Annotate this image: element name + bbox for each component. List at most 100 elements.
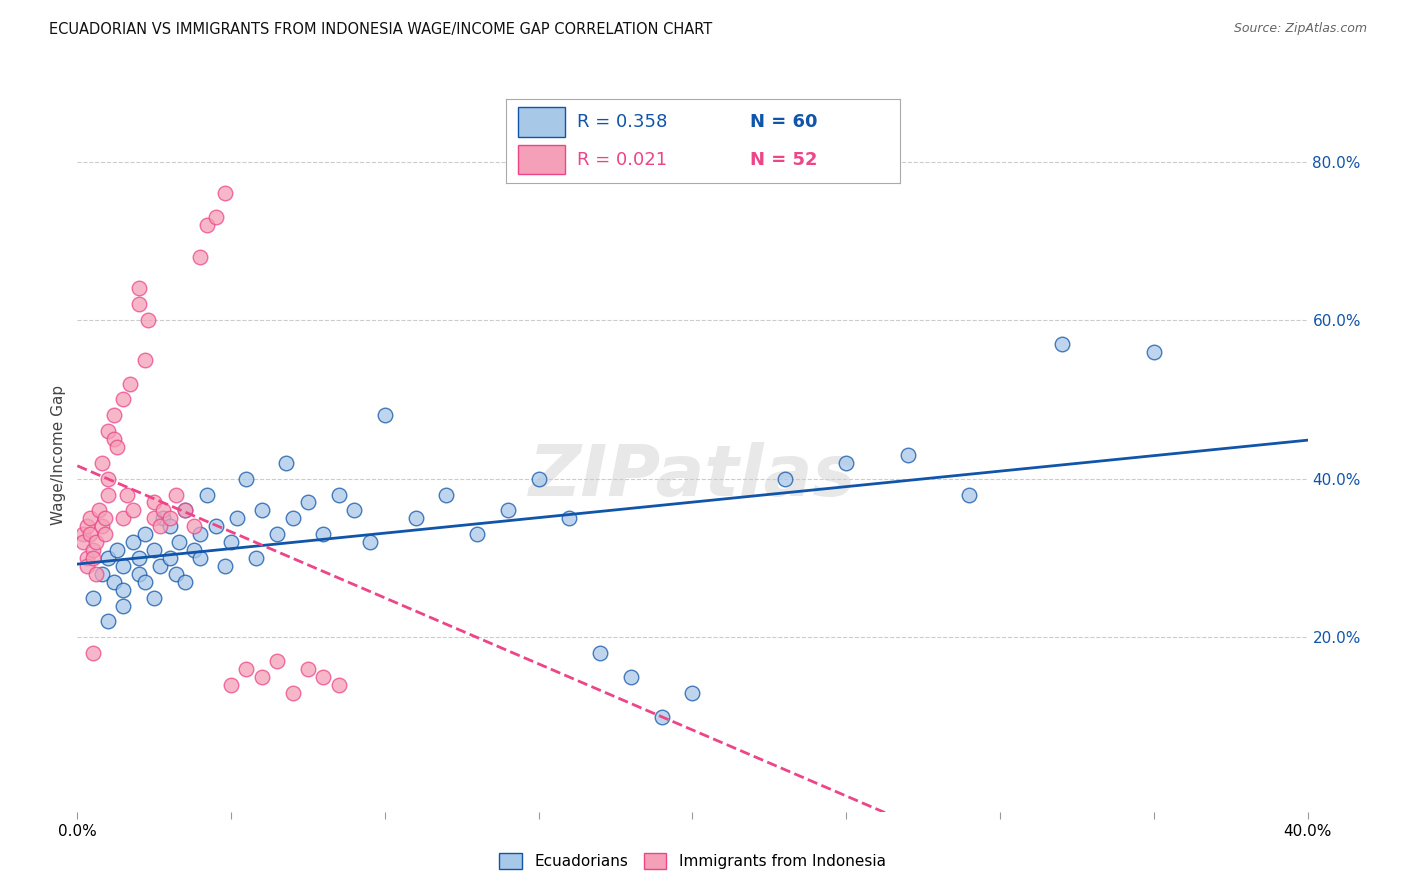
Point (103, 409, 125, 423)
Point (214, 186, 236, 201)
Point (90, 566, 114, 581)
Point (72, 535, 94, 549)
Point (1143, 344, 1166, 359)
Point (374, 409, 396, 423)
Point (165, 487, 187, 501)
Point (250, 670, 273, 684)
Text: ZIPatlas: ZIPatlas (529, 442, 856, 511)
Text: R = 0.021: R = 0.021 (576, 151, 668, 169)
Point (312, 670, 335, 684)
Point (97, 424, 120, 438)
Point (134, 527, 156, 541)
Point (143, 543, 166, 558)
Point (87, 503, 110, 517)
Point (297, 495, 319, 509)
Point (97, 487, 120, 501)
Point (226, 511, 249, 525)
Point (90, 456, 114, 470)
Point (134, 574, 156, 589)
Point (250, 503, 273, 517)
Point (105, 543, 128, 558)
Point (128, 297, 150, 311)
Point (558, 511, 581, 525)
Point (76, 558, 98, 573)
Point (219, 678, 242, 692)
Point (105, 440, 128, 454)
Point (121, 503, 143, 517)
Point (94, 511, 117, 525)
Point (183, 543, 205, 558)
Point (143, 591, 166, 605)
Point (183, 519, 205, 533)
Point (136, 313, 159, 327)
Point (118, 376, 141, 391)
Point (281, 511, 304, 525)
Point (128, 281, 150, 295)
Point (143, 511, 166, 525)
Point (82, 551, 104, 566)
Legend: Ecuadorians, Immigrants from Indonesia: Ecuadorians, Immigrants from Indonesia (494, 847, 891, 875)
Point (773, 472, 796, 486)
Point (112, 582, 135, 597)
Point (112, 558, 135, 573)
Point (195, 218, 218, 232)
Point (128, 551, 150, 566)
Point (72, 527, 94, 541)
Point (174, 574, 197, 589)
Point (82, 646, 104, 660)
Point (897, 448, 920, 462)
Point (204, 210, 226, 224)
Text: N = 52: N = 52 (751, 151, 818, 169)
Point (84, 566, 107, 581)
Point (496, 503, 519, 517)
Point (121, 535, 143, 549)
Point (152, 503, 174, 517)
Point (103, 574, 125, 589)
Point (115, 487, 138, 501)
Point (405, 511, 427, 525)
Point (235, 472, 257, 486)
Point (112, 511, 135, 525)
Point (94, 527, 117, 541)
Point (328, 678, 350, 692)
Point (97, 472, 120, 486)
Point (188, 250, 212, 264)
Point (159, 519, 181, 533)
Point (152, 511, 174, 525)
Point (589, 646, 612, 660)
Point (112, 392, 135, 407)
Point (266, 527, 288, 541)
Point (84, 535, 107, 549)
FancyBboxPatch shape (517, 107, 565, 136)
Point (82, 543, 104, 558)
Point (266, 654, 288, 668)
Point (76, 551, 98, 566)
Point (90, 519, 114, 533)
FancyBboxPatch shape (517, 145, 565, 175)
Point (276, 456, 298, 470)
Point (835, 456, 858, 470)
Point (235, 662, 257, 676)
Point (128, 566, 150, 581)
Point (465, 527, 488, 541)
Point (682, 686, 704, 700)
Point (159, 511, 181, 525)
Point (143, 495, 166, 509)
Text: Source: ZipAtlas.com: Source: ZipAtlas.com (1233, 22, 1367, 36)
Point (97, 551, 120, 566)
Point (82, 591, 104, 605)
Point (76, 519, 98, 533)
Point (214, 558, 236, 573)
Point (297, 662, 319, 676)
Point (436, 487, 458, 501)
Point (159, 551, 181, 566)
Point (97, 615, 120, 629)
Point (149, 519, 172, 533)
Point (188, 551, 212, 566)
Point (134, 352, 156, 367)
Point (174, 503, 197, 517)
Point (103, 432, 125, 446)
Text: N = 60: N = 60 (751, 113, 818, 131)
Point (312, 527, 335, 541)
Point (204, 519, 226, 533)
